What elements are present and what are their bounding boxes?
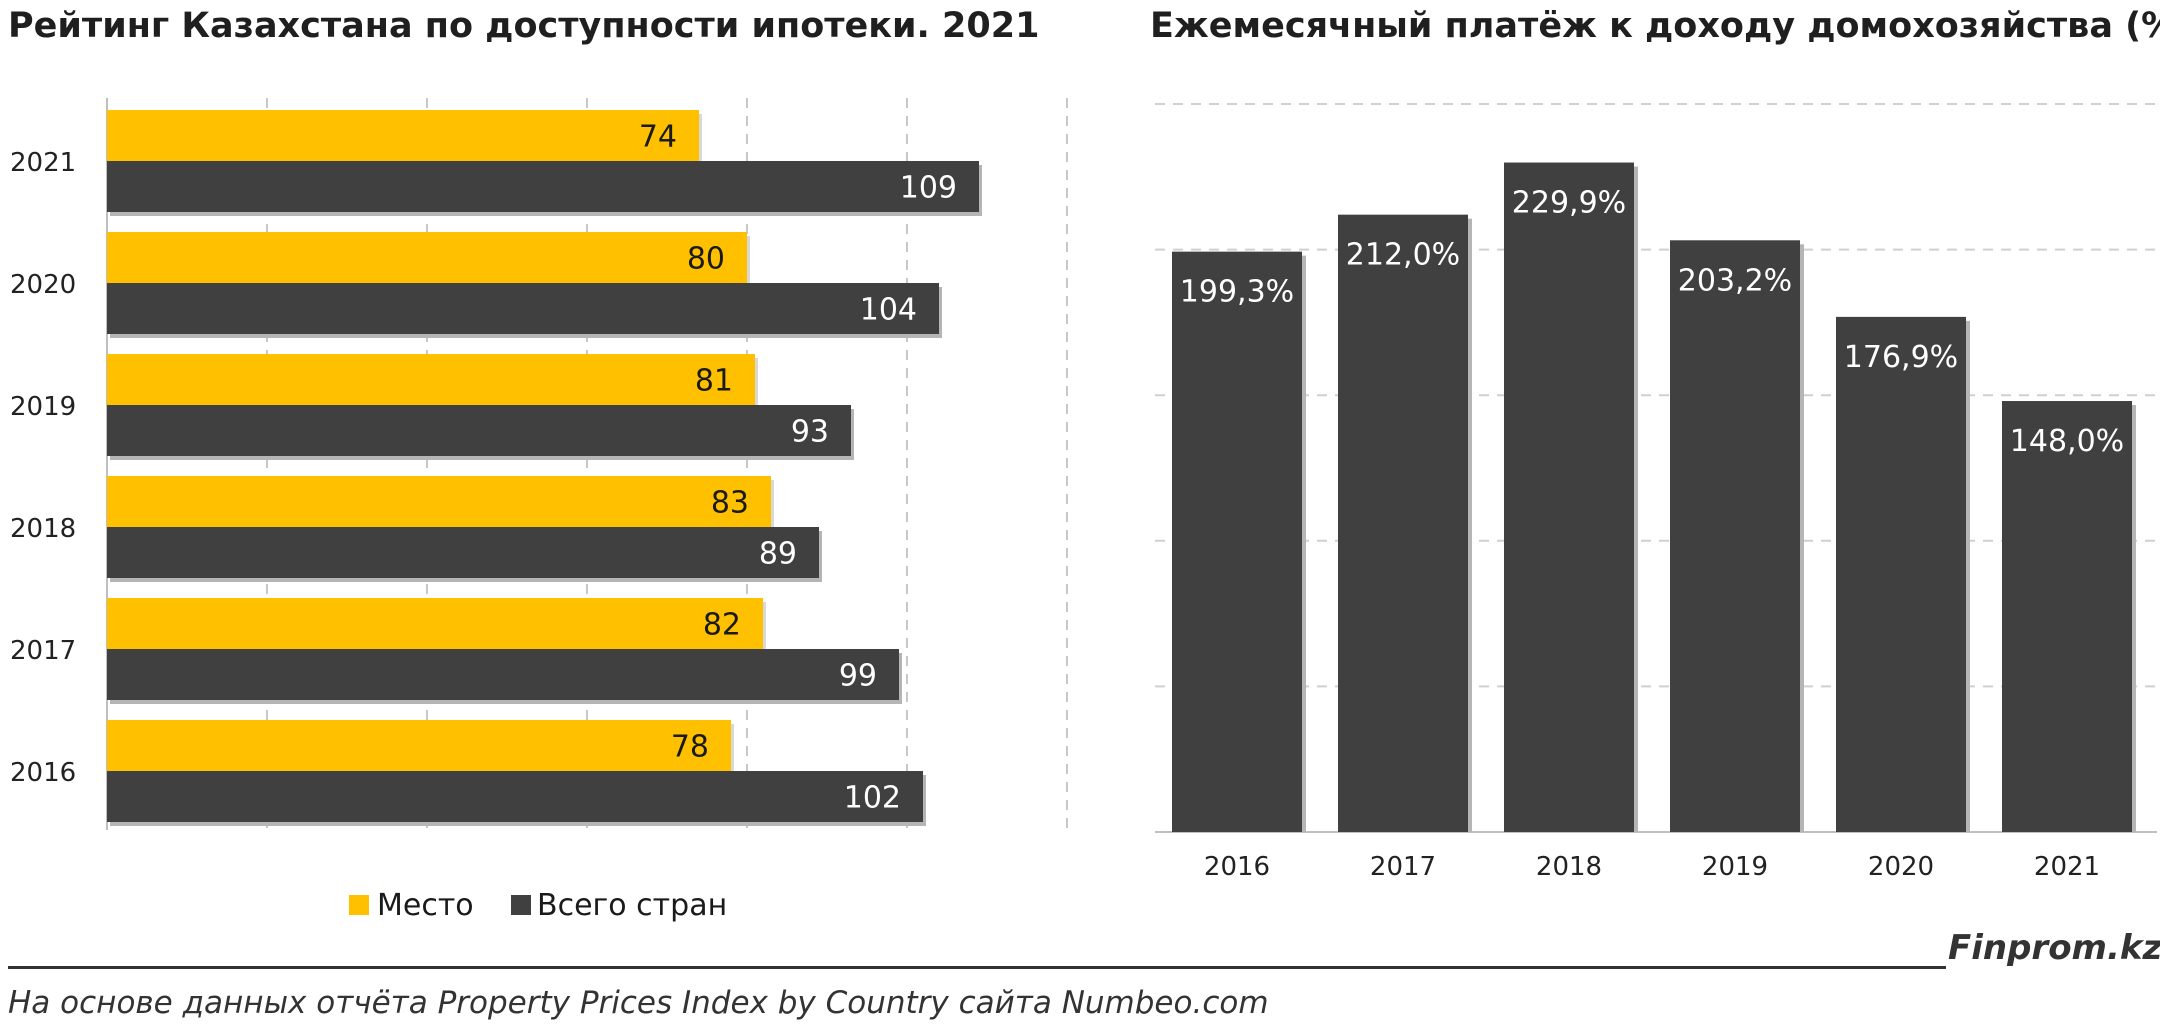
legend-label-place: Место <box>377 888 474 923</box>
right-chart-title: Ежемесячный платёж к доходу домохозяйств… <box>1150 6 2160 46</box>
payment-ratio-bar-chart: 199,3% 2016 212,0% 2017 229,9% 2018 203,2% 2019… <box>1155 103 2157 882</box>
bar-place-2017 <box>107 598 763 649</box>
footer-divider <box>8 966 1946 969</box>
legend-label-total: Всего стран <box>537 888 727 923</box>
y-tick-label-2018: 2018 <box>10 514 76 544</box>
bar-place-2018 <box>107 476 771 527</box>
data-label-total-2016: 102 <box>844 781 901 816</box>
bar-2017 <box>1338 214 1468 832</box>
data-label-place-2021: 74 <box>639 120 677 155</box>
left-chart-title: Рейтинг Казахстана по доступности ипотек… <box>8 6 1040 46</box>
bar-total-2019 <box>107 405 851 456</box>
bar-total-2018 <box>107 527 819 578</box>
data-label-2019: 203,2% <box>1678 263 1792 298</box>
bar-2021 <box>2002 401 2132 832</box>
data-label-2018: 229,9% <box>1512 186 1626 221</box>
data-label-place-2018: 83 <box>711 486 749 521</box>
y-tick-label-2020: 2020 <box>10 270 76 300</box>
data-label-place-2019: 81 <box>695 364 733 399</box>
data-label-2020: 176,9% <box>1844 340 1958 375</box>
data-label-place-2016: 78 <box>671 730 709 765</box>
bar-2019 <box>1670 240 1800 832</box>
bar-place-2020 <box>107 232 747 283</box>
bar-total-2017 <box>107 649 899 700</box>
data-label-place-2020: 80 <box>687 242 725 277</box>
x-tick-label-2019: 2019 <box>1702 852 1768 882</box>
x-tick-label-2017: 2017 <box>1370 852 1436 882</box>
x-tick-label-2016: 2016 <box>1204 852 1270 882</box>
data-label-total-2018: 89 <box>759 537 797 572</box>
bar-total-2016 <box>107 771 923 822</box>
bar-place-2019 <box>107 354 755 405</box>
bar-total-2021 <box>107 161 979 212</box>
data-label-2017: 212,0% <box>1346 238 1460 273</box>
x-tick-label-2021: 2021 <box>2034 852 2100 882</box>
y-tick-label-2019: 2019 <box>10 392 76 422</box>
rank-bar-chart: 74 109 2021 80 104 2020 81 93 2019 83 89 2018 82 99 20… <box>10 98 1068 923</box>
y-tick-label-2017: 2017 <box>10 636 76 666</box>
data-label-total-2019: 93 <box>791 415 829 450</box>
x-tick-label-2018: 2018 <box>1536 852 1602 882</box>
bar-total-2020 <box>107 283 939 334</box>
legend-swatch-total <box>511 895 531 915</box>
bar-2018 <box>1504 162 1634 833</box>
brand-logo-text: Finprom.kz <box>1948 928 2160 968</box>
bar-2020 <box>1836 316 1966 832</box>
data-label-place-2017: 82 <box>703 608 741 643</box>
bar-place-2016 <box>107 720 731 771</box>
bar-place-2021 <box>107 110 699 161</box>
bar-2016 <box>1172 251 1302 832</box>
x-tick-label-2020: 2020 <box>1868 852 1934 882</box>
data-label-2016: 199,3% <box>1180 275 1294 310</box>
data-label-total-2021: 109 <box>900 171 957 206</box>
y-tick-label-2016: 2016 <box>10 758 76 788</box>
data-label-total-2017: 99 <box>839 659 877 694</box>
y-tick-label-2021: 2021 <box>10 148 76 178</box>
data-label-2021: 148,0% <box>2010 424 2124 459</box>
source-note: На основе данных отчёта Property Prices … <box>8 985 1269 1021</box>
data-label-total-2020: 104 <box>860 293 917 328</box>
legend-swatch-place <box>349 895 369 915</box>
